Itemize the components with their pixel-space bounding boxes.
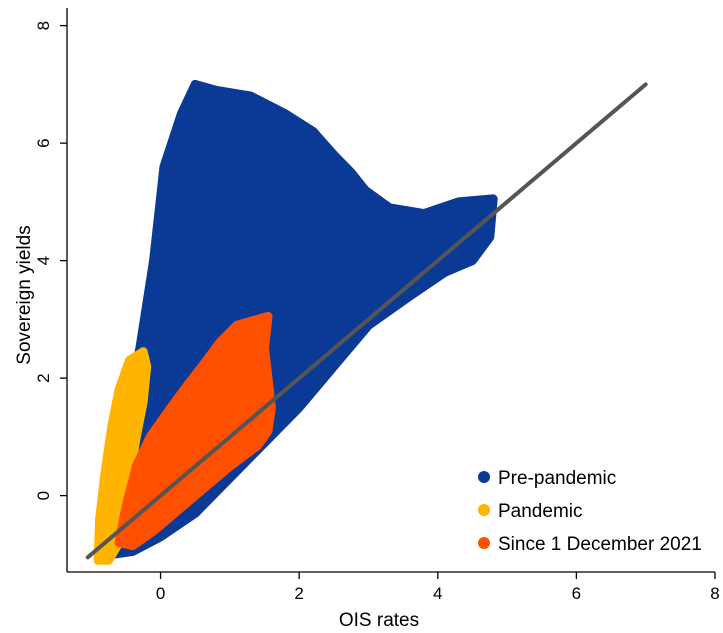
legend-marker-2 xyxy=(478,537,490,549)
legend-marker-1 xyxy=(478,504,490,516)
x-axis-ticks: 0 2 4 6 8 xyxy=(156,572,720,603)
y-tick-label: 4 xyxy=(34,256,53,265)
legend-label-1: Pandemic xyxy=(498,501,583,522)
x-axis-label: OIS rates xyxy=(339,610,419,631)
x-tick-label: 4 xyxy=(433,584,442,603)
y-tick-label: 6 xyxy=(34,138,53,147)
reference-line xyxy=(85,82,648,560)
y-axis-label: Sovereign yields xyxy=(14,225,35,364)
series-region-2 xyxy=(114,311,276,551)
reference-line-group xyxy=(85,82,648,560)
legend: Pre-pandemic Pandemic Since 1 December 202… xyxy=(478,468,702,555)
legend-label-0: Pre-pandemic xyxy=(498,468,616,489)
x-tick-label: 6 xyxy=(572,584,581,603)
x-tick-label: 2 xyxy=(294,584,303,603)
y-tick-label: 2 xyxy=(34,373,53,382)
legend-marker-0 xyxy=(478,471,490,483)
series-regions xyxy=(93,79,498,565)
y-tick-label: 8 xyxy=(34,21,53,30)
x-tick-label: 8 xyxy=(710,584,719,603)
y-tick-label: 0 xyxy=(34,491,53,500)
axes xyxy=(66,8,715,573)
y-axis-ticks: 0 2 4 6 8 xyxy=(34,21,67,500)
legend-label-2: Since 1 December 2021 xyxy=(498,534,702,555)
x-tick-label: 0 xyxy=(156,584,165,603)
